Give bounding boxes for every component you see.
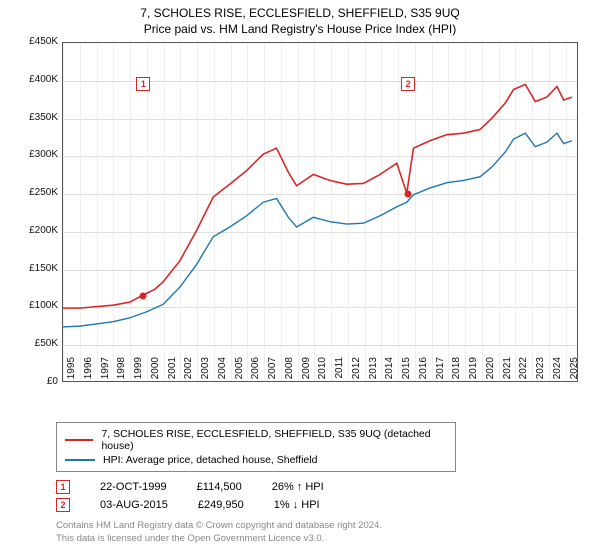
y-tick-label: £200K [18,225,58,236]
y-tick-label: £450K [18,36,58,47]
footer-line-1: Contains HM Land Registry data © Crown c… [56,520,590,533]
table-row: 1 22-OCT-1999 £114,500 26% ↑ HPI [56,478,590,496]
sale-marker-box-2: 2 [401,77,415,91]
footer-attribution: Contains HM Land Registry data © Crown c… [56,520,590,546]
y-tick-label: £350K [18,112,58,123]
sale-delta: 26% ↑ HPI [272,481,324,493]
y-tick-label: £150K [18,263,58,274]
page-title: 7, SCHOLES RISE, ECCLESFIELD, SHEFFIELD,… [10,6,590,20]
footer-line-2: This data is licensed under the Open Gov… [56,533,590,546]
series-property [63,84,572,308]
sale-marker-box-1: 1 [136,77,150,91]
x-tick-label: 2025 [569,357,593,387]
plot-area: 12 1995199619971998199920002001200220032… [62,42,578,382]
y-tick-label: £250K [18,187,58,198]
sale-delta: 1% ↓ HPI [274,499,320,511]
sale-date: 03-AUG-2015 [100,499,168,511]
y-tick-label: £300K [18,149,58,160]
legend-label-hpi: HPI: Average price, detached house, Shef… [103,454,317,466]
legend-row: 7, SCHOLES RISE, ECCLESFIELD, SHEFFIELD,… [65,427,447,453]
table-row: 2 03-AUG-2015 £249,950 1% ↓ HPI [56,496,590,514]
page-subtitle: Price paid vs. HM Land Registry's House … [10,22,590,36]
y-tick-label: £50K [18,338,58,349]
legend: 7, SCHOLES RISE, ECCLESFIELD, SHEFFIELD,… [56,422,456,472]
y-tick-label: £0 [18,376,58,387]
sale-dot-1 [140,293,147,300]
sales-table: 1 22-OCT-1999 £114,500 26% ↑ HPI 2 03-AU… [56,478,590,514]
sale-price: £249,950 [198,499,244,511]
legend-swatch-property [65,439,93,441]
price-chart: £0 £50K £100K £150K £200K £250K £300K £350K £400… [18,42,578,412]
sale-price: £114,500 [197,481,242,493]
y-tick-label: £400K [18,74,58,85]
legend-row: HPI: Average price, detached house, Shef… [65,453,447,467]
sale-marker-1: 1 [56,480,70,494]
sale-marker-2: 2 [56,498,70,512]
sale-dot-2 [405,191,412,198]
sale-date: 22-OCT-1999 [100,481,167,493]
y-tick-label: £100K [18,300,58,311]
legend-label-property: 7, SCHOLES RISE, ECCLESFIELD, SHEFFIELD,… [101,428,447,452]
legend-swatch-hpi [65,459,95,461]
